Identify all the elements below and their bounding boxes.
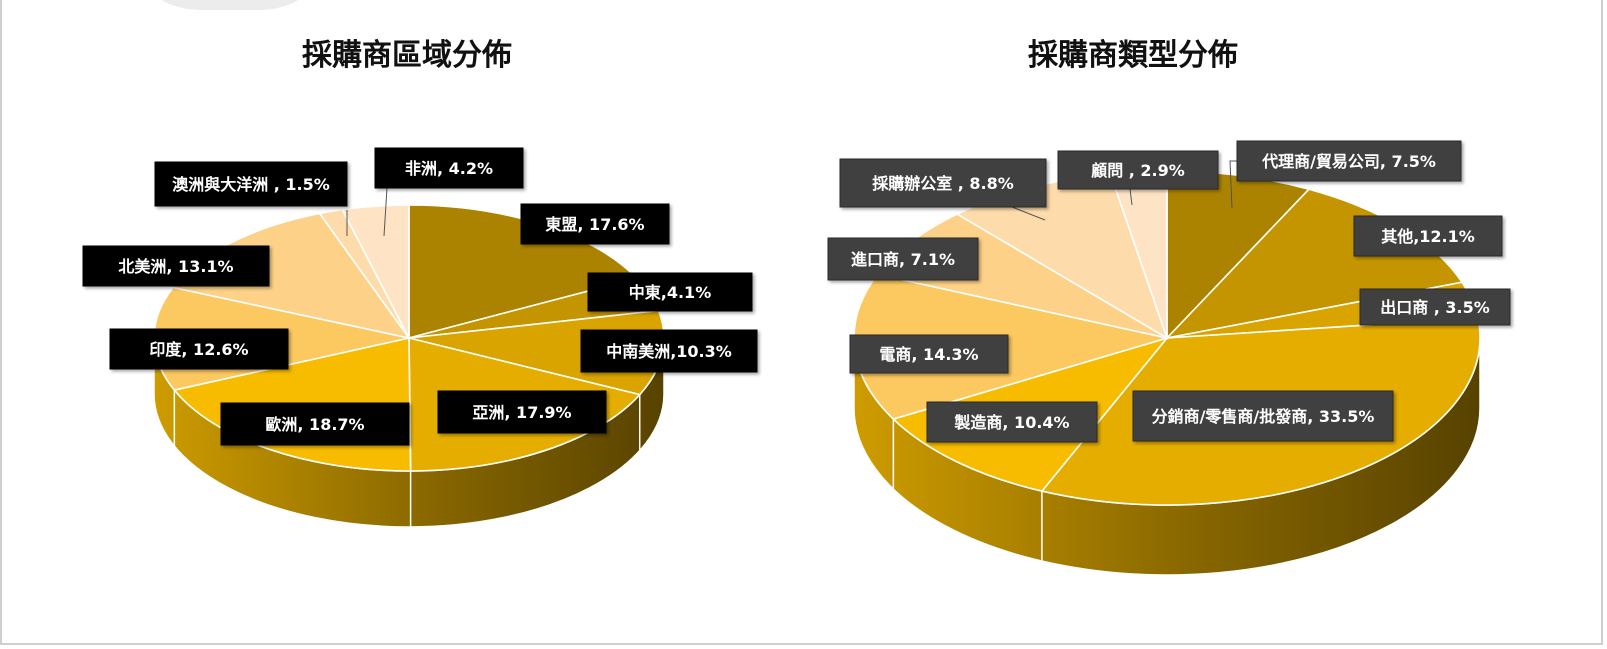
data-label: 其他,12.1% xyxy=(1381,227,1475,246)
chart-title-region: 採購商區域分佈 xyxy=(302,38,512,73)
data-label: 北美洲, 13.1% xyxy=(118,257,233,276)
pie-chart-2: 代理商/貿易公司, 7.5% 其他,12.1% 出口商 , 3.5% 分銷商/零售商/… xyxy=(827,140,1511,576)
leader-line xyxy=(1011,206,1046,221)
data-label: 代理商/貿易公司, 7.5% xyxy=(1261,152,1436,171)
leader-line xyxy=(1229,160,1237,209)
data-label-box xyxy=(1132,390,1394,442)
data-label-box xyxy=(220,402,410,446)
data-label-box xyxy=(1236,140,1462,182)
data-label: 印度, 12.6% xyxy=(149,340,248,359)
data-label-box xyxy=(154,161,348,207)
data-label: 中南美洲,10.3% xyxy=(606,342,732,361)
leader-line xyxy=(383,187,388,237)
data-label: 澳洲與大洋洲 , 1.5% xyxy=(172,175,330,194)
data-label: 採購辦公室 , 8.8% xyxy=(872,174,1014,193)
chart-title-type: 採購商類型分佈 xyxy=(1028,38,1238,73)
data-label-box xyxy=(520,203,670,245)
data-label-box xyxy=(839,158,1047,208)
data-label: 中東,4.1% xyxy=(629,283,711,302)
data-label-box xyxy=(587,272,753,312)
data-label: 亞洲, 17.9% xyxy=(472,403,571,422)
data-label-box xyxy=(1353,215,1503,257)
data-label-box xyxy=(109,328,289,370)
data-label: 分銷商/零售商/批發商, 33.5% xyxy=(1152,407,1375,426)
data-label-box xyxy=(437,390,607,434)
data-label-box xyxy=(1359,288,1511,326)
data-label: 顧問 , 2.9% xyxy=(1091,161,1185,180)
leader-line xyxy=(1129,188,1133,206)
data-label-box xyxy=(827,237,979,281)
data-label: 電商, 14.3% xyxy=(879,345,978,364)
data-label-box xyxy=(374,147,524,189)
data-label-box xyxy=(849,334,1009,374)
data-label-box xyxy=(82,245,270,287)
data-label: 歐洲, 18.7% xyxy=(265,415,364,434)
data-label: 製造商, 10.4% xyxy=(953,413,1069,432)
data-label: 出口商 , 3.5% xyxy=(1380,298,1490,317)
data-label: 東盟, 17.6% xyxy=(545,215,644,234)
data-label: 進口商, 7.1% xyxy=(851,250,955,269)
data-label-box xyxy=(580,329,758,373)
pie-chart-1: 東盟, 17.6% 中東,4.1% 中南美洲,10.3% 亞洲, 17.9% 歐洲, 1… xyxy=(82,147,758,528)
data-label-box xyxy=(926,401,1098,443)
data-label: 非洲, 4.2% xyxy=(405,159,493,178)
data-label-box xyxy=(1057,150,1219,190)
pie-slice-9 xyxy=(341,204,410,339)
decorative-arc xyxy=(120,0,340,10)
